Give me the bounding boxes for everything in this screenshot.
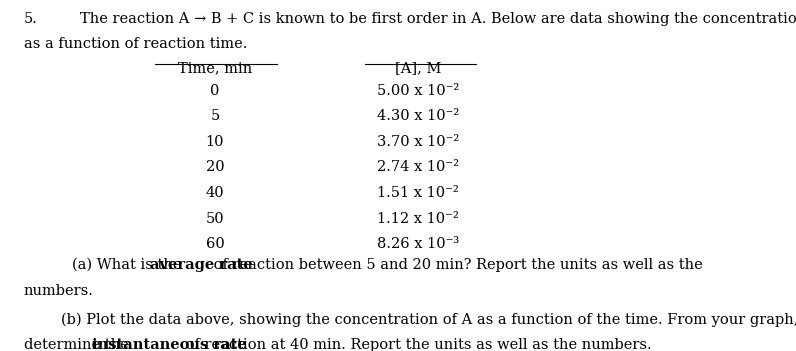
Text: of reaction at 40 min. Report the units as well as the numbers.: of reaction at 40 min. Report the units … (181, 338, 651, 351)
Text: 4.30 x 10⁻²: 4.30 x 10⁻² (377, 109, 459, 123)
Text: (a) What is the: (a) What is the (72, 258, 185, 272)
Text: numbers.: numbers. (24, 284, 94, 298)
Text: 2.74 x 10⁻²: 2.74 x 10⁻² (377, 160, 459, 174)
Text: 60: 60 (205, 237, 224, 251)
Text: 50: 50 (205, 212, 224, 226)
Text: average rate: average rate (150, 258, 252, 272)
Text: 20: 20 (205, 160, 224, 174)
Text: 5: 5 (210, 109, 220, 123)
Text: instantaneous rate: instantaneous rate (92, 338, 248, 351)
Text: 3.70 x 10⁻²: 3.70 x 10⁻² (377, 135, 459, 149)
Text: Time, min: Time, min (178, 61, 252, 75)
Text: 8.26 x 10⁻³: 8.26 x 10⁻³ (377, 237, 459, 251)
Text: 1.51 x 10⁻²: 1.51 x 10⁻² (377, 186, 458, 200)
Text: as a function of reaction time.: as a function of reaction time. (24, 37, 248, 51)
Text: The reaction A → B + C is known to be first order in A. Below are data showing t: The reaction A → B + C is known to be fi… (80, 12, 796, 26)
Text: 10: 10 (205, 135, 224, 149)
Text: of reaction between 5 and 20 min? Report the units as well as the: of reaction between 5 and 20 min? Report… (209, 258, 702, 272)
Text: 5.00 x 10⁻²: 5.00 x 10⁻² (377, 84, 459, 98)
Text: (b) Plot the data above, showing the concentration of A as a function of the tim: (b) Plot the data above, showing the con… (24, 312, 796, 327)
Text: [A], M: [A], M (395, 61, 441, 75)
Text: 1.12 x 10⁻²: 1.12 x 10⁻² (377, 212, 458, 226)
Text: determine the: determine the (24, 338, 133, 351)
Text: 5.: 5. (24, 12, 37, 26)
Text: 0: 0 (210, 84, 220, 98)
Text: 40: 40 (205, 186, 224, 200)
